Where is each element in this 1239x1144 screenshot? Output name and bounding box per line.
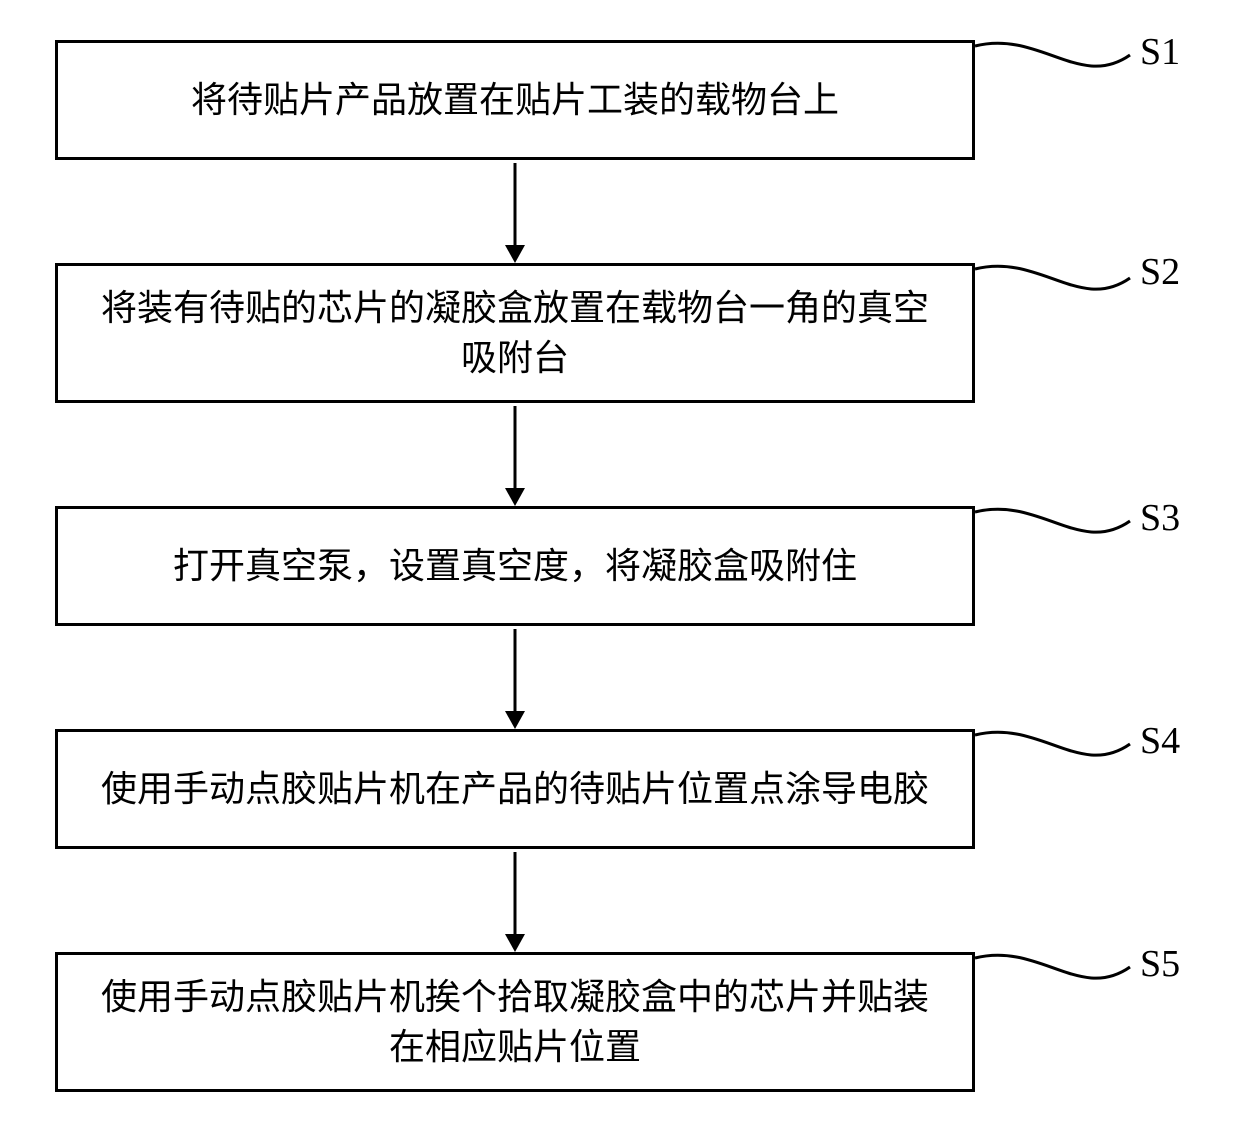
flowchart-container: 将待贴片产品放置在贴片工装的载物台上 S1 将装有待贴的芯片的凝胶盒放置在载物台… (0, 0, 1239, 1144)
step-s5-label: S5 (1140, 942, 1180, 986)
step-s5-curve (0, 0, 1239, 1144)
